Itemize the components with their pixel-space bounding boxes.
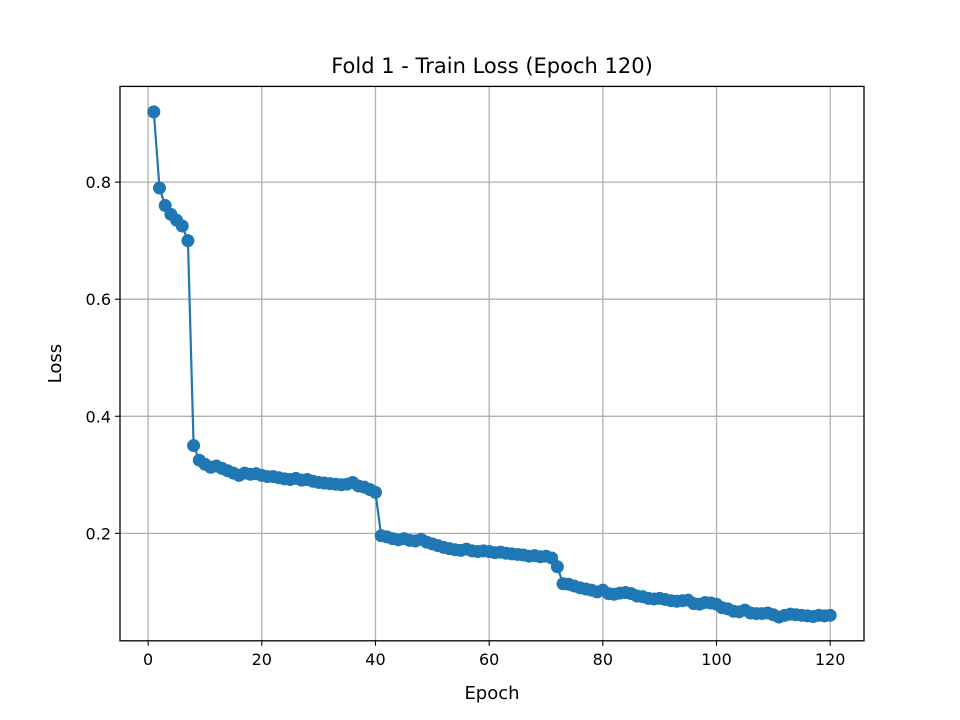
y-axis-label: Loss [45, 344, 66, 383]
y-tick-label: 0.8 [86, 173, 111, 192]
series-line [152, 111, 831, 619]
x-tick-label: 20 [252, 650, 272, 669]
data-point [175, 219, 189, 233]
data-point [153, 181, 167, 195]
y-tick-label: 0.4 [86, 407, 111, 426]
chart-title: Fold 1 - Train Loss (Epoch 120) [331, 54, 653, 78]
x-axis-label: Epoch [464, 683, 519, 704]
y-tick-label: 0.2 [86, 524, 111, 543]
data-point [181, 234, 195, 248]
y-tick-label: 0.6 [86, 290, 111, 309]
x-tick-label: 80 [593, 650, 613, 669]
data-point [823, 608, 837, 622]
x-tick-label: 100 [701, 650, 732, 669]
tick-layer: 0 20 40 60 80 100 120 0.2 0.4 0.6 0.8 [86, 173, 846, 669]
series-layer [147, 105, 837, 624]
data-point [550, 560, 564, 574]
x-tick-label: 120 [815, 650, 846, 669]
data-point [187, 439, 201, 453]
x-tick-label: 60 [479, 650, 499, 669]
plot-frame [119, 85, 865, 642]
data-point [368, 485, 382, 499]
x-tick-label: 0 [143, 650, 153, 669]
data-point [147, 105, 161, 119]
grid-layer [120, 86, 864, 641]
x-tick-label: 40 [365, 650, 385, 669]
